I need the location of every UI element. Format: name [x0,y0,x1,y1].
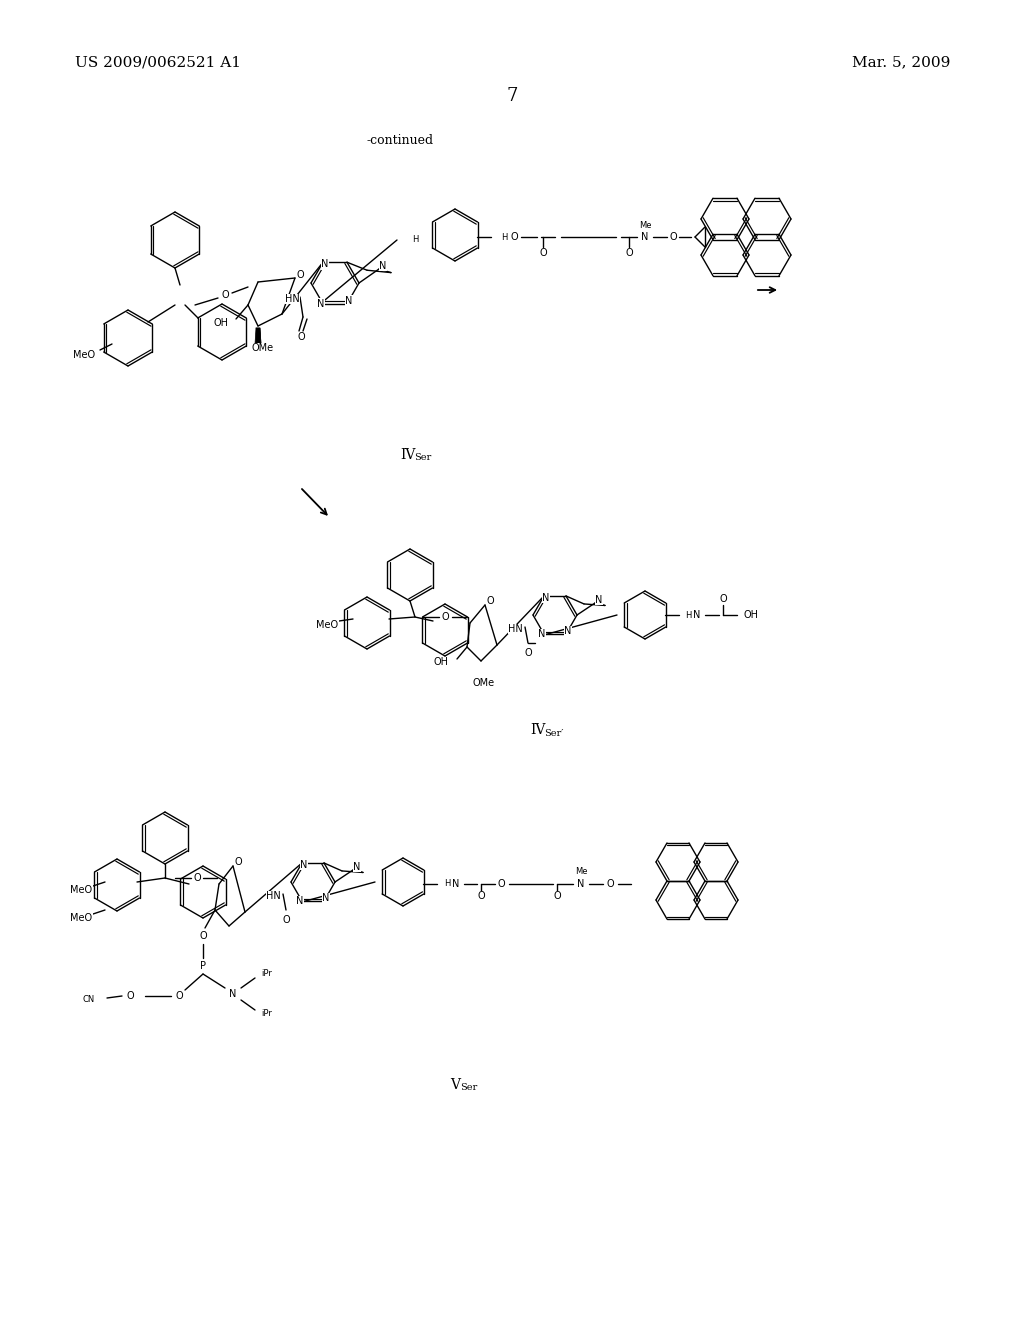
Text: N: N [317,298,325,309]
Text: O: O [126,991,134,1001]
Text: Ser: Ser [414,454,431,462]
Text: N: N [353,862,360,873]
Text: O: O [200,931,207,941]
Text: O: O [626,248,633,257]
Text: iPr: iPr [261,969,272,978]
Text: OH: OH [213,318,228,327]
Text: MeO: MeO [70,913,92,923]
Text: N: N [543,593,550,603]
Text: Me: Me [574,867,587,876]
Text: 7: 7 [506,87,518,106]
Text: MeO: MeO [73,350,95,360]
Text: O: O [441,612,449,622]
Text: H: H [443,879,451,888]
Text: OH: OH [743,610,758,620]
Text: P: P [200,961,206,972]
Text: HN: HN [286,294,300,304]
Text: N: N [229,989,237,999]
Text: N: N [345,296,352,306]
Text: H: H [685,610,691,619]
Text: Mar. 5, 2009: Mar. 5, 2009 [852,55,950,69]
Text: O: O [477,891,484,902]
Text: Me: Me [639,220,651,230]
Text: N: N [539,630,546,639]
Text: O: O [606,879,613,888]
Text: IV: IV [530,723,546,737]
Text: O: O [524,648,531,657]
Text: O: O [175,991,183,1001]
Text: OMe: OMe [252,343,274,352]
Text: O: O [498,879,505,888]
Text: US 2009/0062521 A1: US 2009/0062521 A1 [75,55,241,69]
Text: O: O [234,857,242,867]
Text: HN: HN [266,891,281,902]
Text: O: O [296,271,304,280]
Text: N: N [300,859,307,870]
Text: N: N [322,259,329,269]
Text: OH: OH [434,657,449,667]
Text: N: N [693,610,700,620]
Text: HN: HN [508,624,523,634]
Text: O: O [297,333,305,342]
Text: IV: IV [400,447,416,462]
Text: Ser′: Ser′ [544,729,563,738]
Text: H: H [501,232,507,242]
Polygon shape [255,327,261,345]
Text: OMe: OMe [473,678,495,688]
Text: O: O [221,290,228,300]
Text: -continued: -continued [367,133,433,147]
Text: CN: CN [83,995,95,1005]
Text: O: O [553,891,561,902]
Text: H: H [412,235,418,244]
Text: O: O [510,232,518,242]
Text: N: N [564,626,571,636]
Text: V: V [450,1078,460,1092]
Text: O: O [719,594,727,605]
Text: iPr: iPr [261,1010,272,1019]
Text: O: O [283,915,290,925]
Text: N: N [379,261,387,271]
Text: N: N [641,232,648,242]
Text: N: N [453,879,460,888]
Text: MeO: MeO [70,884,92,895]
Text: N: N [578,879,585,888]
Text: N: N [323,894,330,903]
Text: O: O [194,873,201,883]
Text: O: O [540,248,547,257]
Text: Ser: Ser [460,1084,477,1093]
Text: O: O [670,232,677,242]
Text: N: N [296,896,304,906]
Text: N: N [595,595,603,605]
Text: MeO: MeO [316,620,338,630]
Text: O: O [486,597,494,606]
